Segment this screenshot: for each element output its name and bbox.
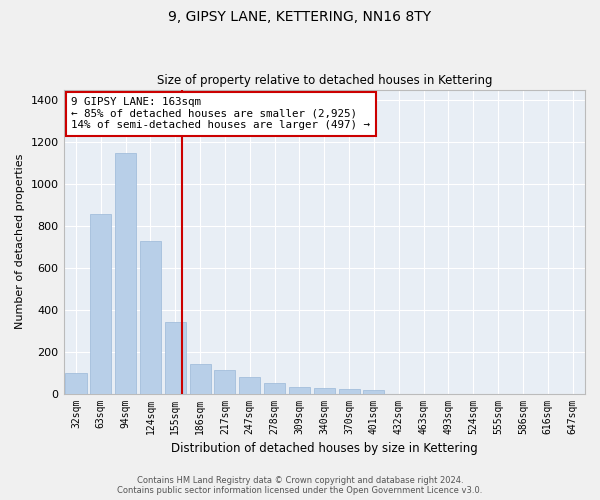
Bar (314, 388, 335, 394)
Text: Contains HM Land Registry data © Crown copyright and database right 2024.
Contai: Contains HM Land Registry data © Crown c… (118, 476, 482, 495)
Bar (115, 153, 136, 394)
Bar (90, 214, 112, 394)
X-axis label: Distribution of detached houses by size in Kettering: Distribution of detached houses by size … (171, 442, 478, 455)
Bar (165, 322, 186, 394)
Bar (364, 390, 385, 394)
Bar (140, 241, 161, 394)
Bar (289, 386, 310, 394)
Bar (338, 388, 359, 394)
Bar (214, 370, 235, 394)
Bar (190, 364, 211, 394)
Bar (264, 382, 285, 394)
Text: 9 GIPSY LANE: 163sqm
← 85% of detached houses are smaller (2,925)
14% of semi-de: 9 GIPSY LANE: 163sqm ← 85% of detached h… (71, 97, 370, 130)
Y-axis label: Number of detached properties: Number of detached properties (15, 154, 25, 329)
Bar (239, 377, 260, 394)
Bar (65, 373, 86, 394)
Text: 9, GIPSY LANE, KETTERING, NN16 8TY: 9, GIPSY LANE, KETTERING, NN16 8TY (169, 10, 431, 24)
Title: Size of property relative to detached houses in Kettering: Size of property relative to detached ho… (157, 74, 492, 87)
